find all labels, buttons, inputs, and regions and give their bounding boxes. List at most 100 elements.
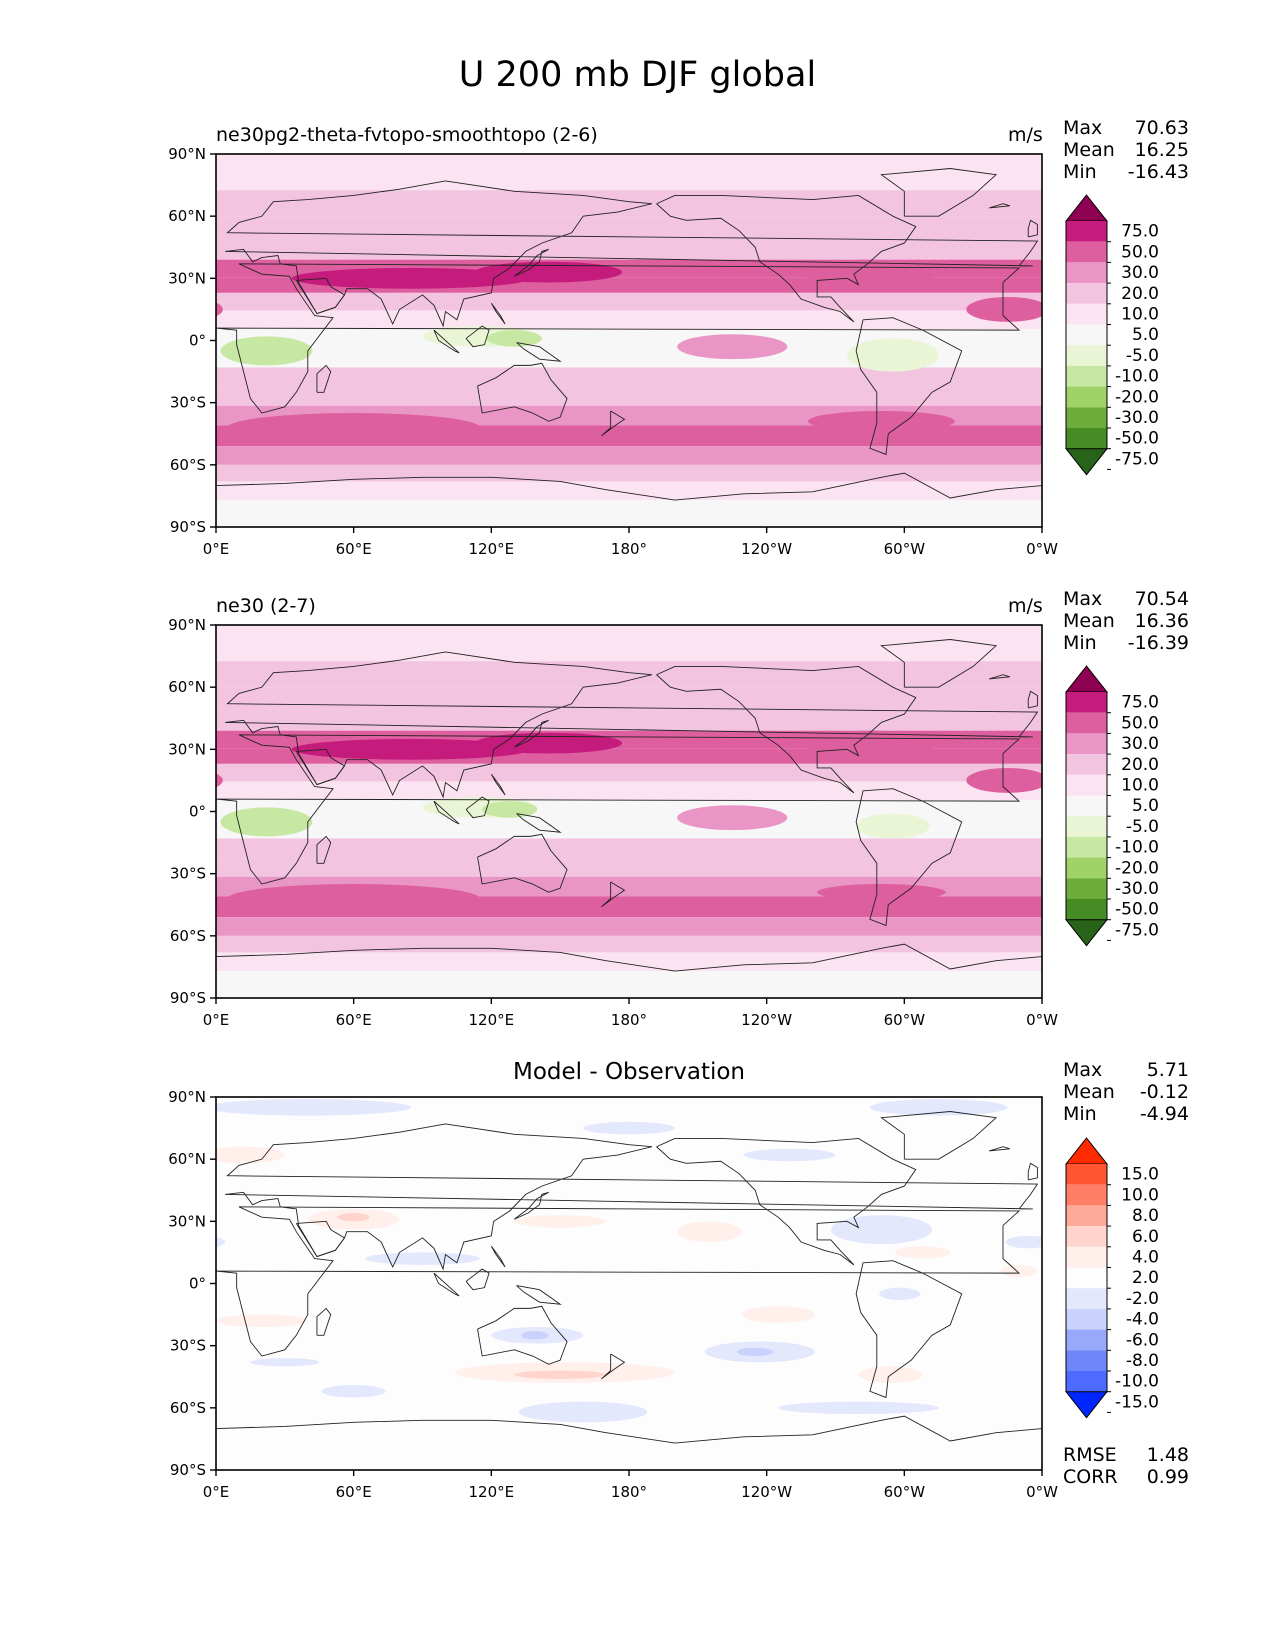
field-anomaly bbox=[482, 801, 538, 818]
coastline bbox=[1027, 219, 1038, 238]
coastline bbox=[316, 364, 332, 393]
field-anomaly bbox=[966, 296, 1042, 322]
lat-tick-label: 90°N bbox=[168, 1088, 206, 1106]
coastline bbox=[216, 943, 1042, 998]
field-anomaly bbox=[291, 267, 531, 289]
colorbar-extend-max bbox=[1064, 665, 1109, 693]
coastline bbox=[216, 1415, 1042, 1470]
colorbar-label: -5.0 bbox=[1126, 817, 1159, 837]
lat-tick-label: 90°N bbox=[168, 616, 206, 634]
field-anomaly bbox=[869, 1099, 1008, 1116]
colorbar-label: 30.0 bbox=[1121, 263, 1159, 283]
colorbar-label: 2.0 bbox=[1132, 1268, 1159, 1288]
field-anomaly bbox=[739, 427, 841, 440]
colorbar-label: -30.0 bbox=[1115, 408, 1159, 428]
stat-min: Min -16.39 bbox=[1063, 632, 1189, 654]
coastline bbox=[855, 788, 963, 927]
colorbar-label: -50.0 bbox=[1115, 900, 1159, 920]
lat-tick-label: 60°S bbox=[170, 456, 206, 474]
field-anomaly bbox=[677, 334, 788, 360]
field-band bbox=[216, 464, 1042, 482]
colorbar-segment bbox=[1066, 345, 1107, 366]
lon-tick-label: 120°E bbox=[469, 1483, 515, 1501]
colorbar-label: -4.0 bbox=[1126, 1310, 1159, 1330]
field-band bbox=[216, 763, 1042, 782]
colorbar-segment bbox=[1066, 692, 1107, 713]
colorbar-segment bbox=[1066, 1226, 1107, 1247]
field-anomaly bbox=[846, 338, 939, 372]
colorbar-label: -75.0 bbox=[1115, 449, 1159, 469]
field-band bbox=[216, 500, 1042, 527]
contour-field bbox=[216, 625, 1042, 998]
colorbar-label: -20.0 bbox=[1115, 858, 1159, 878]
field-anomaly bbox=[227, 413, 480, 443]
field-anomaly bbox=[743, 1148, 836, 1162]
field-band bbox=[216, 858, 1042, 877]
field-band bbox=[216, 952, 1042, 972]
coastline bbox=[514, 719, 549, 748]
colorbar-label: 50.0 bbox=[1121, 242, 1159, 262]
colorbar-segment bbox=[1066, 712, 1107, 734]
lat-tick-label: 0° bbox=[189, 332, 206, 350]
panel-3-stats: Max 5.71 Mean -0.12 Min -4.94 bbox=[1063, 1059, 1189, 1125]
lat-tick-label: 30°S bbox=[170, 1337, 206, 1355]
field-anomaly bbox=[337, 1213, 370, 1222]
coastline bbox=[880, 168, 998, 217]
coastline bbox=[433, 800, 460, 825]
colorbar-segment bbox=[1066, 1308, 1107, 1330]
colorbar-segment bbox=[1066, 774, 1107, 796]
field-band bbox=[216, 310, 1042, 330]
coastline bbox=[316, 835, 332, 864]
field-anomaly bbox=[216, 1099, 411, 1116]
colorbar-segment bbox=[1066, 1329, 1107, 1351]
colorbar-label: 8.0 bbox=[1132, 1206, 1159, 1226]
coastline bbox=[516, 1285, 562, 1305]
metric-rmse: RMSE 1.48 bbox=[1063, 1444, 1189, 1466]
field-anomaly bbox=[250, 1358, 320, 1367]
panel-2-title: ne30 (2-7) bbox=[216, 595, 316, 617]
lon-tick-label: 0°W bbox=[1026, 540, 1058, 558]
lon-tick-label: 60°E bbox=[336, 540, 372, 558]
colorbar-segment bbox=[1066, 1267, 1107, 1289]
coastline bbox=[490, 302, 506, 325]
panel-2-stats: Max 70.54 Mean 16.36 Min -16.39 bbox=[1063, 588, 1189, 654]
colorbar-label: 50.0 bbox=[1121, 713, 1159, 733]
colorbar-label: -6.0 bbox=[1126, 1330, 1159, 1350]
coastline bbox=[855, 317, 963, 456]
colorbar-extend-min bbox=[1064, 1391, 1109, 1419]
coastline bbox=[516, 342, 562, 362]
colorbar-label: 20.0 bbox=[1121, 284, 1159, 304]
map-panel-2: 90°N 60°N 30°N 0° 30°S 60°S 90°S 0°E 60°E 120°E 18… bbox=[168, 616, 1058, 1029]
field-anomaly bbox=[879, 1287, 921, 1301]
coastline bbox=[295, 1220, 346, 1258]
field-anomaly bbox=[1005, 1235, 1042, 1249]
contour-field bbox=[216, 154, 1042, 527]
colorbar-label: 10.0 bbox=[1121, 1185, 1159, 1205]
field-band bbox=[216, 800, 1042, 819]
colorbar-segment bbox=[1066, 303, 1107, 325]
field-anomaly bbox=[830, 1215, 932, 1245]
field-anomaly bbox=[518, 1401, 648, 1423]
coastline bbox=[1027, 1162, 1038, 1181]
field-anomaly bbox=[486, 330, 542, 347]
field-band bbox=[216, 838, 1042, 859]
metric-corr: CORR 0.99 bbox=[1063, 1466, 1189, 1488]
field-band bbox=[216, 292, 1042, 311]
coastline bbox=[465, 1268, 490, 1291]
colorbar-label: -75.0 bbox=[1115, 920, 1159, 940]
lon-tick-label: 60°W bbox=[884, 540, 926, 558]
field-band bbox=[216, 216, 1042, 239]
field-anomaly bbox=[677, 805, 788, 831]
colorbar-label: -15.0 bbox=[1115, 1392, 1159, 1412]
lon-tick-label: 0°W bbox=[1026, 1483, 1058, 1501]
stat-max: Max 70.63 bbox=[1063, 117, 1189, 139]
colorbar-segment bbox=[1066, 836, 1107, 858]
coastline bbox=[465, 325, 490, 348]
colorbar-label: 20.0 bbox=[1121, 755, 1159, 775]
lon-tick-label: 0°E bbox=[203, 540, 230, 558]
colorbar-segment bbox=[1066, 1350, 1107, 1371]
coastline bbox=[316, 1307, 332, 1336]
panel-3-title: Model - Observation bbox=[512, 1059, 746, 1085]
field-anomaly bbox=[227, 884, 480, 914]
